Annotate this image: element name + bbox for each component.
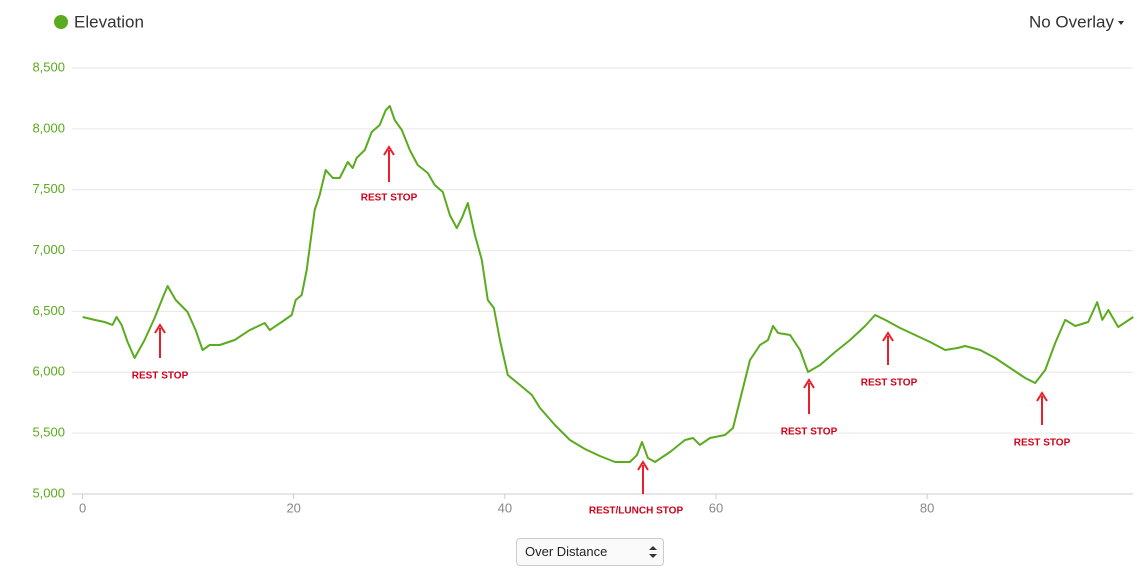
mode-select-label: Over Distance [525, 544, 608, 559]
annotation-arrowhead [154, 323, 166, 334]
annotation-label: REST STOP [132, 371, 189, 382]
y-tick-label: 6,000 [32, 364, 65, 379]
overlay-menu[interactable]: No Overlay [1029, 12, 1115, 31]
elevation-line [82, 105, 1134, 463]
annotation-label: REST STOP [781, 427, 838, 438]
annotation-arrowhead [637, 460, 649, 471]
x-tick-label: 60 [709, 500, 723, 515]
y-tick-label: 8,500 [32, 59, 65, 74]
legend-label: Elevation [74, 12, 144, 31]
y-tick-label: 6,500 [32, 303, 65, 318]
x-tick-label: 40 [498, 500, 512, 515]
y-tick-label: 7,500 [32, 181, 65, 196]
annotation-arrowhead [882, 331, 894, 342]
y-tick-label: 7,000 [32, 242, 65, 257]
annotation-label: REST STOP [1014, 438, 1071, 449]
annotation-label: REST STOP [361, 193, 418, 204]
mode-select[interactable]: Over Distance [516, 538, 664, 566]
annotation-label: REST STOP [861, 378, 918, 389]
y-tick-label: 5,000 [32, 485, 65, 500]
y-tick-label: 5,500 [32, 425, 65, 440]
annotation-arrowhead [1036, 391, 1048, 402]
legend-dot [54, 15, 68, 29]
y-tick-label: 8,000 [32, 120, 65, 135]
annotation-arrowhead [383, 145, 395, 156]
x-tick-label: 20 [286, 500, 300, 515]
select-arrows [649, 546, 657, 558]
x-tick-label: 0 [79, 500, 86, 515]
dropdown-caret [1118, 21, 1124, 25]
annotation-arrowhead [803, 378, 815, 389]
x-tick-label: 80 [920, 500, 934, 515]
annotation-label: REST/LUNCH STOP [589, 506, 684, 517]
